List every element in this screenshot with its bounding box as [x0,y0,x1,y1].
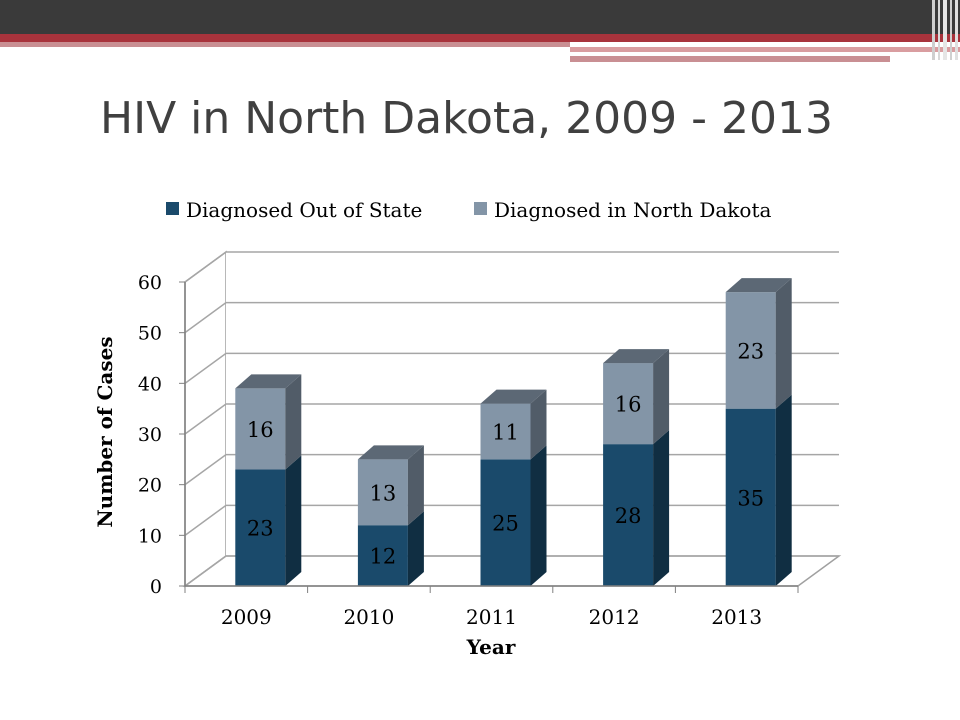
bar-stack-2013: 35 23 [725,278,792,586]
legend-label: Diagnosed Out of State [186,198,422,222]
y-axis-label: Number of Cases [93,336,117,527]
x-tick-label: 2012 [589,605,640,629]
bar-segment-side [775,278,792,409]
y-tick-label: 0 [150,576,162,598]
y-tick-label: 10 [138,525,162,547]
bar-stack-2012: 28 16 [603,349,670,586]
y-tick-label: 60 [138,272,162,294]
y-tick-label: 50 [138,323,162,345]
bar-top [603,349,670,364]
x-tick-label: 2010 [343,605,394,629]
y-tick-label: 30 [138,424,162,446]
data-label: 16 [615,393,642,417]
bar-stack-2011: 25 11 [480,389,547,586]
legend-swatch [474,202,487,215]
bar-segment [480,459,531,586]
bar-top [480,389,547,404]
accent-stripe-red [0,34,960,42]
x-axis-label: Year [466,635,516,659]
data-label: 11 [492,420,519,444]
accent-stripe-pink [0,42,570,47]
bar-segment-side [407,445,424,526]
x-tick-label: 2011 [466,605,517,629]
bar-segment-side [285,374,302,470]
bar-stack-2009: 23 16 [235,374,302,586]
legend-swatch [166,202,179,215]
data-label: 13 [370,481,397,505]
chart-bars: 23 16 12 13 25 11 28 16 35 23 [235,278,792,586]
bar-top [357,445,424,460]
bar-segment [235,388,286,470]
gridline [184,301,839,334]
chart-gridlines [184,251,839,587]
bar-segment-side [285,455,302,586]
corner-stripes-decoration [932,0,958,60]
bar-segment [357,459,408,526]
y-tick-label: 40 [138,373,162,395]
bar-segment [725,408,776,586]
bar-segment [480,403,531,460]
data-label: 16 [247,418,274,442]
data-label: 35 [737,486,764,510]
bar-top [235,374,302,389]
bar-segment [725,292,776,409]
data-label: 25 [492,512,519,536]
bar-segment [235,469,286,586]
bar-segment [357,525,408,586]
accent-stripe-pink-3 [570,56,890,62]
bar-segment-side [775,394,792,586]
bar-segment [603,363,654,445]
chart-x-ticks: 2009 2010 2011 2012 2013 [184,585,799,629]
data-label: 12 [370,545,397,569]
data-label: 23 [247,517,274,541]
legend-label: Diagnosed in North Dakota [494,198,772,222]
bar-segment-side [653,349,670,445]
gridline [184,251,839,283]
data-label: 28 [615,504,642,528]
bar-segment-side [530,389,547,460]
accent-stripe-pink-2 [570,47,960,52]
x-tick-label: 2009 [221,605,272,629]
bar-stack-2010: 12 13 [357,445,424,586]
bar-segment-side [653,430,670,586]
x-tick-label: 2013 [711,605,762,629]
bar-top [725,278,792,293]
bar-segment [603,444,654,586]
chart-y-ticks: 0 10 20 30 40 50 60 [138,272,186,598]
data-label: 23 [737,339,764,363]
bar-segment-side [530,445,547,586]
y-tick-label: 20 [138,475,162,497]
bar-segment-side [407,511,424,586]
top-bar [0,0,960,34]
chart-legend: Diagnosed Out of State Diagnosed in North… [166,198,772,222]
slide-title: HIV in North Dakota, 2009 - 2013 [100,93,833,144]
